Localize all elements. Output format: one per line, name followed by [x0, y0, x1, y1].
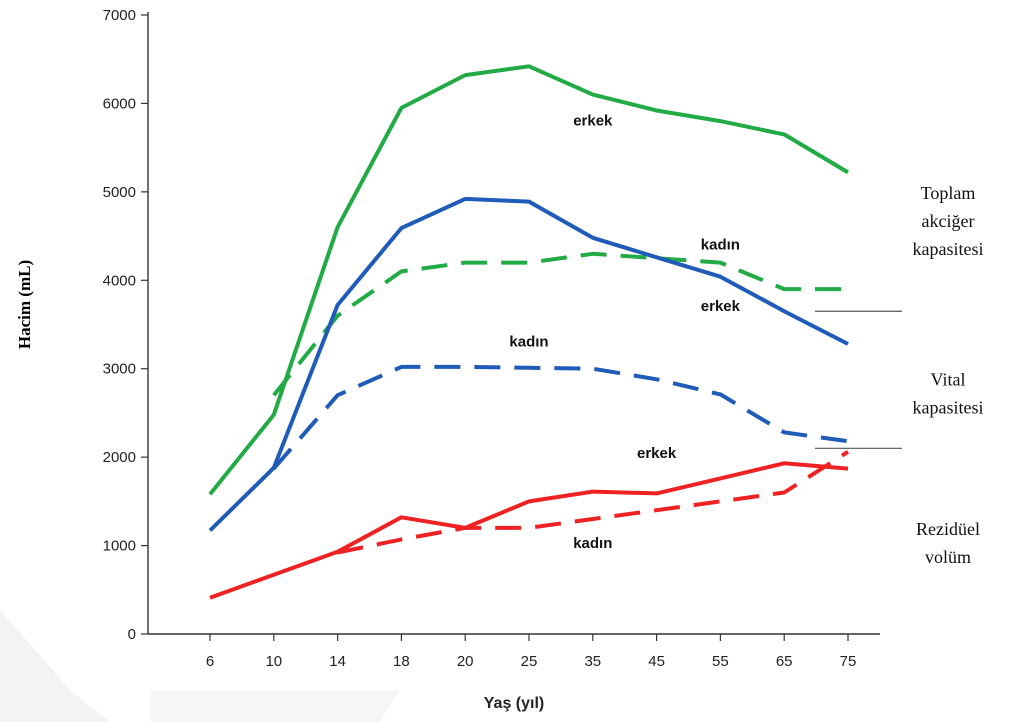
series-line-6 — [337, 450, 850, 555]
series-line-2 — [272, 251, 848, 397]
side-label-layer: Toplam akciğer kapasitesi Vital kapasitesi Re… — [815, 183, 983, 567]
y-tick-label: 4000 — [103, 272, 136, 289]
x-tick-label: 25 — [521, 653, 538, 670]
series-annotation: erkek — [701, 298, 741, 315]
x-tick-label: 20 — [457, 653, 474, 670]
side-label-line: Toplam — [921, 183, 976, 203]
series-line-4 — [272, 364, 849, 470]
x-tick-label: 10 — [265, 653, 282, 670]
watermark-shape — [0, 610, 110, 722]
side-label-line: volüm — [925, 547, 971, 567]
series-annotation: erkek — [573, 113, 613, 130]
axes: 0 1000 2000 3000 4000 5000 6000 7000 6 10 14 18 20 25… — [103, 7, 880, 670]
series-line-1 — [208, 64, 850, 496]
y-tick-label: 5000 — [103, 184, 136, 201]
series-line-3 — [208, 196, 849, 532]
side-label-line: kapasitesi — [913, 398, 984, 418]
y-tick-label: 0 — [128, 626, 136, 643]
x-tick-label: 18 — [393, 653, 410, 670]
y-tick-label: 6000 — [103, 95, 136, 112]
series-annotation: kadın — [573, 535, 612, 552]
series-line-5 — [209, 461, 849, 600]
side-label-line: Vital — [931, 370, 966, 390]
x-tick-label: 55 — [712, 653, 729, 670]
watermark-shape — [150, 690, 400, 722]
series-annotation: erkek — [637, 445, 677, 462]
series-annotation: kadın — [509, 334, 548, 351]
y-tick-label: 1000 — [103, 538, 136, 555]
x-tick-label: 6 — [206, 653, 214, 670]
x-tick-label: 65 — [776, 653, 793, 670]
y-tick-label: 7000 — [103, 7, 136, 24]
annotation-layer: erkek kadın erkek kadın erkek kadın — [509, 113, 740, 553]
x-tick-label: 35 — [584, 653, 601, 670]
side-label-line: kapasitesi — [913, 239, 984, 259]
side-label-line: akciğer — [922, 211, 975, 231]
x-tick-label: 75 — [840, 653, 857, 670]
x-tick-label: 45 — [648, 653, 665, 670]
side-label-line: Rezidüel — [916, 519, 980, 539]
series-annotation: kadın — [701, 236, 740, 253]
y-tick-label: 3000 — [103, 361, 136, 378]
x-axis-title: Yaş (yıl) — [484, 695, 544, 712]
y-axis-title: Hacim (mL) — [15, 260, 34, 349]
x-tick-label: 14 — [329, 653, 346, 670]
series-layer — [208, 64, 850, 600]
y-tick-label: 2000 — [103, 449, 136, 466]
